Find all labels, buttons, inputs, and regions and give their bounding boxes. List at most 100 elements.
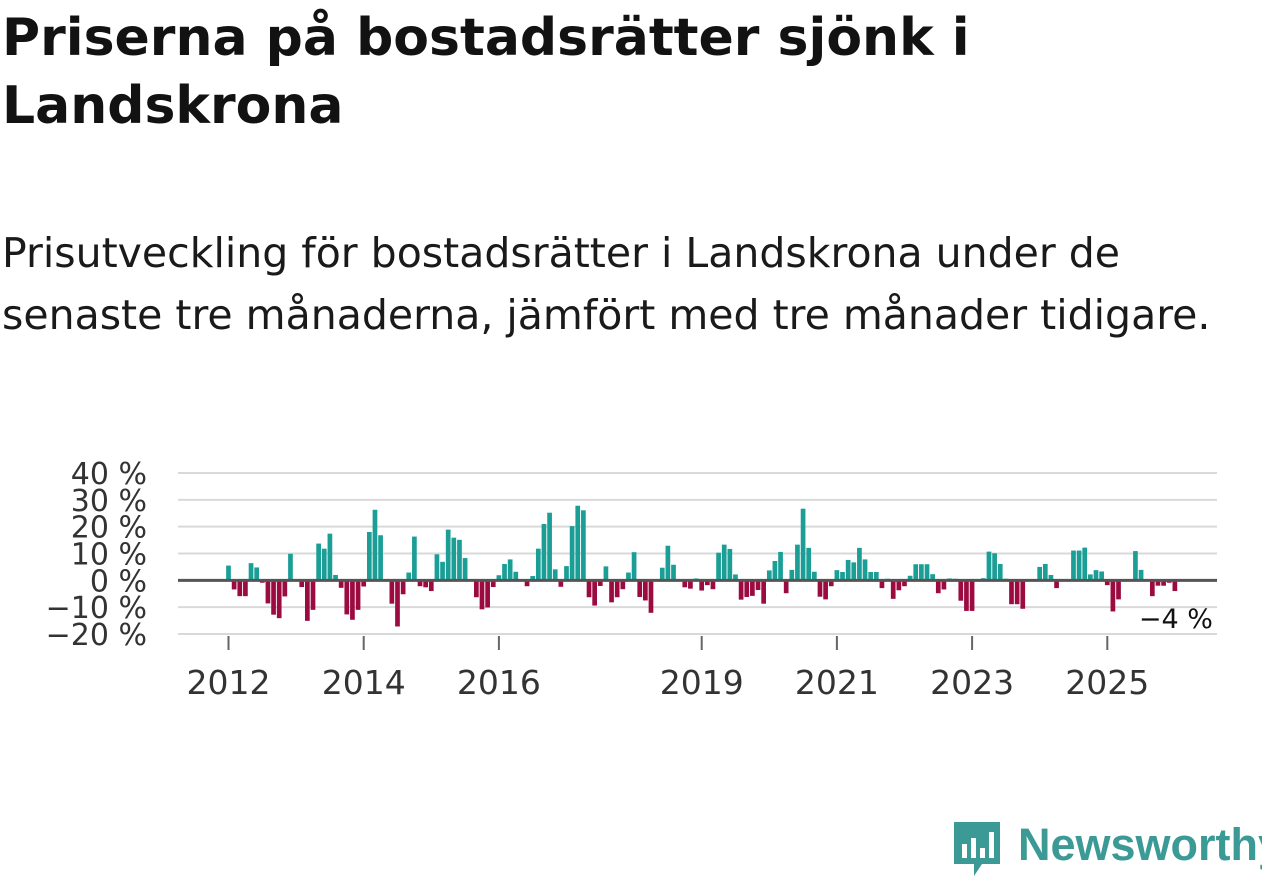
bar <box>417 580 423 587</box>
bar <box>434 554 440 581</box>
bar <box>552 569 558 581</box>
y-tick-label: 40 % <box>71 457 147 492</box>
bar <box>744 580 750 597</box>
bar <box>547 512 552 581</box>
bar <box>682 580 688 588</box>
bar <box>868 572 874 581</box>
bar <box>271 580 276 615</box>
bar <box>389 580 395 604</box>
bar <box>823 580 828 600</box>
bar <box>440 561 445 581</box>
bar <box>1082 547 1088 581</box>
bar <box>800 508 806 581</box>
last-value-annotation: −4 % <box>1139 604 1213 635</box>
bar <box>902 580 907 587</box>
bar <box>1161 580 1166 586</box>
bar <box>406 572 412 581</box>
bar <box>626 572 631 581</box>
bar <box>969 580 975 611</box>
bar <box>924 564 930 581</box>
bar <box>248 563 254 581</box>
bar <box>704 580 710 586</box>
bar <box>851 562 857 581</box>
bar <box>964 580 969 611</box>
bar <box>609 580 614 603</box>
bar <box>614 580 620 598</box>
bar <box>935 580 941 594</box>
page-title: Priserna på bostadsrätter sjönk i Landsk… <box>2 8 970 136</box>
bar <box>474 580 479 598</box>
bar <box>811 571 817 581</box>
bar <box>226 565 231 581</box>
bar <box>958 580 964 601</box>
bar <box>755 580 761 590</box>
bar <box>575 505 581 581</box>
grid-lines <box>178 472 1217 635</box>
price-change-bar-chart: −20 %−10 %0 %10 %20 %30 %40 % 2012 2014 20… <box>46 457 1217 702</box>
bar <box>857 547 862 581</box>
bar <box>1133 551 1138 581</box>
bar <box>783 580 789 594</box>
bar <box>688 580 693 589</box>
bar <box>603 566 609 581</box>
bar <box>462 558 468 581</box>
bar <box>350 580 355 620</box>
bar <box>1172 580 1178 592</box>
newsworthy-logo-icon <box>954 822 1000 876</box>
bar <box>507 559 513 581</box>
bar <box>930 574 935 581</box>
y-tick-label: 0 % <box>90 564 147 599</box>
bar <box>344 580 350 615</box>
bar <box>372 509 378 581</box>
bar <box>1054 580 1059 589</box>
bar <box>1104 580 1110 586</box>
bar <box>1116 580 1121 600</box>
bar <box>896 580 902 591</box>
x-tick-label: 2016 <box>457 663 541 702</box>
bar <box>631 552 637 581</box>
bar <box>366 532 372 581</box>
bar <box>541 523 547 581</box>
bar <box>558 580 564 587</box>
bar <box>750 580 755 596</box>
bar <box>1088 574 1093 581</box>
y-tick-label: 20 % <box>71 511 147 546</box>
bar <box>299 580 305 588</box>
bar <box>671 564 676 581</box>
bar <box>581 510 586 581</box>
bar <box>733 574 738 581</box>
bar <box>1020 580 1026 609</box>
bar <box>378 535 383 581</box>
bar <box>254 567 260 581</box>
bar <box>423 580 429 588</box>
bar <box>412 536 417 581</box>
bar <box>772 561 778 581</box>
bar <box>913 564 919 581</box>
y-tick-label: −20 % <box>46 618 147 653</box>
bar <box>1071 550 1076 581</box>
bar <box>778 551 783 581</box>
bar <box>890 580 896 599</box>
bar <box>665 545 671 581</box>
bar <box>789 569 795 581</box>
bar <box>490 580 496 588</box>
bar <box>530 576 536 581</box>
bar-series <box>226 505 1178 627</box>
bar <box>1138 569 1144 581</box>
bar <box>637 580 643 597</box>
bar <box>445 529 451 581</box>
bar <box>795 544 800 581</box>
bar <box>276 580 282 619</box>
bar <box>1155 580 1161 586</box>
bar <box>1048 574 1054 581</box>
bar <box>321 548 327 581</box>
bar <box>986 551 992 581</box>
bar <box>316 543 321 581</box>
bar <box>834 570 840 581</box>
x-tick-label: 2023 <box>930 663 1014 702</box>
bar <box>1149 580 1155 597</box>
bar <box>738 580 744 600</box>
bar <box>305 580 310 621</box>
bar <box>502 563 507 581</box>
bar <box>569 526 575 581</box>
